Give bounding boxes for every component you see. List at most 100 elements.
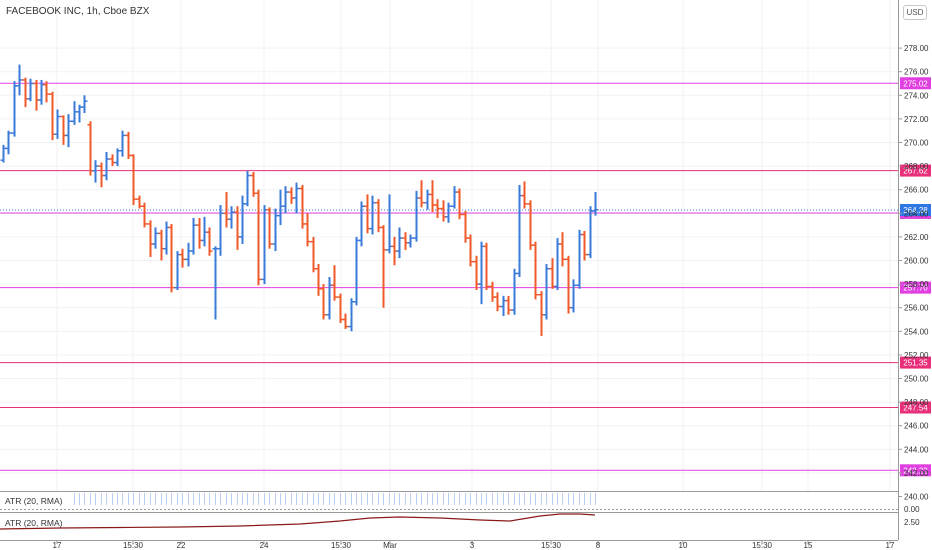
x-tick-label: 8: [596, 541, 601, 550]
x-tick-label: 17: [886, 541, 895, 550]
ohlc-bar: [565, 255, 572, 314]
ohlc-bar: [418, 180, 425, 208]
x-tick-label: 15:30: [752, 541, 773, 550]
ohlc-bar: [60, 115, 67, 145]
ohlc-bar: [576, 229, 583, 289]
ohlc-bar: [0, 144, 7, 163]
ohlc-bars: [0, 64, 599, 337]
ohlc-bar: [185, 242, 192, 267]
ohlc-bar: [353, 236, 360, 306]
ohlc-bar: [456, 188, 463, 220]
ohlc-bar: [315, 264, 322, 296]
ohlc-bar: [22, 77, 29, 108]
ohlc-bar: [521, 181, 528, 209]
atr-line: [0, 513, 596, 530]
level-price-tag: [900, 356, 931, 369]
ohlc-bar: [489, 281, 496, 302]
ohlc-bar: [543, 264, 550, 320]
atr-top-value: 0.00: [904, 505, 920, 514]
x-tick-label: 17: [53, 541, 62, 550]
ohlc-bar: [27, 78, 34, 102]
ohlc-bar: [310, 236, 317, 273]
x-tick-label: Mar: [383, 541, 397, 550]
x-tick-label: 10: [679, 541, 688, 550]
symbol-title: FACEBOOK INC, 1h, Cboe BZX: [6, 6, 150, 17]
ohlc-bar: [434, 199, 441, 219]
ohlc-bar: [217, 205, 224, 256]
ohlc-bar: [402, 232, 409, 250]
y-tick-label: 258.00: [904, 280, 929, 289]
y-tick-label: 244.00: [904, 445, 929, 454]
ohlc-bar: [43, 81, 50, 103]
ohlc-bar: [11, 81, 18, 137]
ohlc-bar: [212, 246, 219, 320]
currency-button[interactable]: USD: [903, 5, 927, 20]
level-price-label: 242.22: [903, 466, 928, 475]
ohlc-bar: [16, 64, 23, 96]
level-price-label: 275.02: [903, 79, 928, 88]
ohlc-bar: [119, 130, 126, 157]
y-tick-label: 276.00: [904, 68, 929, 77]
ohlc-bar: [424, 189, 431, 210]
ohlc-bar: [559, 232, 566, 267]
y-tick-label: 274.00: [904, 91, 929, 100]
ohlc-bar: [244, 170, 251, 207]
ohlc-bar: [516, 184, 523, 278]
y-tick-label: 242.00: [904, 469, 929, 478]
y-tick-label: 246.00: [904, 422, 929, 431]
ohlc-bar: [320, 284, 327, 320]
ohlc-bar: [87, 121, 94, 176]
ohlc-bar: [581, 231, 588, 261]
x-tick-label: 15:30: [331, 541, 352, 550]
ohlc-bar: [293, 182, 300, 214]
x-tick-label: 15:30: [541, 541, 562, 550]
time-axis[interactable]: 17 15:30 22 24 15:30 Mar 3 15:30 8 10 15:30 15 17: [0, 540, 898, 550]
ohlc-bar: [158, 229, 165, 261]
ohlc-bar: [147, 220, 154, 257]
ohlc-bar: [179, 248, 186, 268]
last-price-label: 264.28: [903, 206, 928, 215]
atr-panels: 0.00 2.50: [0, 491, 920, 530]
y-tick-label: 260.00: [904, 257, 929, 266]
atr-top-label: ATR (20, RMA): [5, 496, 63, 506]
ohlc-bar: [445, 202, 452, 223]
ohlc-bar: [587, 206, 594, 259]
ohlc-bar: [407, 234, 414, 248]
last-price-tag: [900, 203, 931, 216]
y-tick-label: 272.00: [904, 115, 929, 124]
atr-bottom-label: ATR (20, RMA): [5, 518, 63, 528]
ohlc-bar: [5, 130, 12, 155]
x-tick-label: 3: [470, 541, 475, 550]
y-tick-label: 240.00: [904, 493, 929, 502]
ohlc-bar: [358, 201, 365, 247]
ohlc-bar: [342, 313, 349, 329]
level-price-label: 267.62: [903, 167, 928, 176]
ohlc-bar: [532, 241, 539, 300]
ohlc-bar: [364, 194, 371, 234]
ohlc-bar: [429, 180, 436, 213]
atr-bottom-value: 2.50: [904, 518, 920, 527]
ohlc-bar: [168, 223, 175, 293]
ohlc-bar: [467, 234, 474, 267]
ohlc-bar: [527, 200, 534, 250]
horizontal-levels[interactable]: 275.02267.62264.03257.70251.35247.54242.…: [0, 77, 931, 477]
y-tick-label: 268.00: [904, 162, 929, 171]
ohlc-bar: [380, 225, 387, 308]
ohlc-bar: [483, 242, 490, 290]
ohlc-bar: [282, 186, 289, 214]
y-tick-label: 256.00: [904, 304, 929, 313]
y-tick-label: 254.00: [904, 327, 929, 336]
ohlc-bar: [440, 200, 447, 222]
ohlc-bar: [255, 189, 262, 286]
y-tick-label: 270.00: [904, 139, 929, 148]
price-axis[interactable]: 278.00 276.00 274.00 272.00 270.00 268.00 266.…: [898, 0, 929, 540]
ohlc-bar: [505, 295, 512, 315]
x-tick-label: 15: [804, 541, 813, 550]
y-tick-label: 262.00: [904, 233, 929, 242]
y-tick-label: 278.00: [904, 44, 929, 53]
ohlc-bar: [554, 238, 561, 290]
level-price-label: 251.35: [903, 359, 928, 368]
y-tick-label: 248.00: [904, 398, 929, 407]
y-tick-label: 252.00: [904, 351, 929, 360]
